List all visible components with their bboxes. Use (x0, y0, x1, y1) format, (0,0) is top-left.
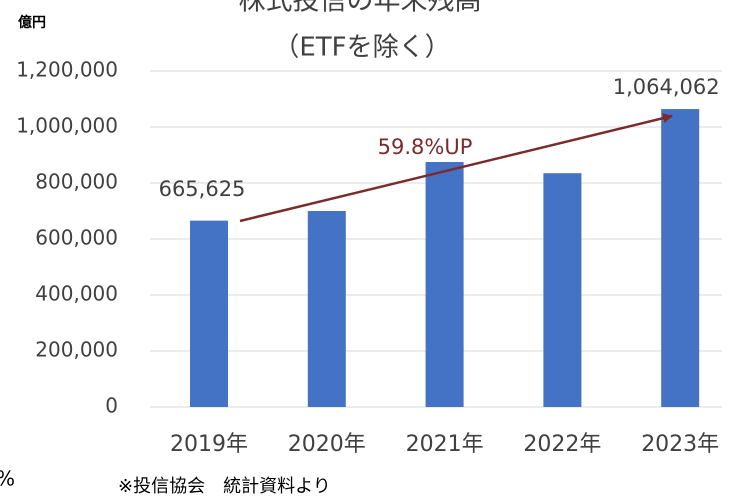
x-tick-label: 2023年 (641, 432, 719, 457)
y-tick-label: 200,000 (35, 338, 118, 362)
chart-title: 株式投信の年末残高 (239, 0, 482, 17)
x-tick-label: 2020年 (288, 432, 366, 457)
y-axis-label: 億円 (18, 14, 46, 31)
bar (661, 109, 700, 408)
y-tick-label: 400,000 (35, 282, 118, 306)
x-tick-label: 2019年 (170, 432, 248, 457)
annotation: 59.8%UP (378, 135, 473, 159)
bar (543, 173, 582, 407)
data-label: 1,064,062 (613, 75, 720, 99)
bar (307, 211, 346, 407)
x-tick-label: 2022年 (523, 432, 601, 457)
trend-arrow (239, 113, 673, 223)
chart-subtitle: （ETFを除く） (273, 33, 450, 63)
y-tick-label: 1,200,000 (16, 58, 118, 82)
bar (425, 162, 464, 407)
left-fragment: % (0, 467, 15, 491)
x-tick-label: 2021年 (406, 432, 484, 457)
y-tick-label: 1,000,000 (16, 114, 118, 138)
bar (190, 220, 228, 407)
y-tick-label: 0 (105, 394, 118, 418)
footnote: ※投信協会 統計資料より (118, 476, 331, 497)
y-tick-label: 600,000 (35, 226, 118, 250)
y-tick-label: 800,000 (35, 170, 118, 194)
data-label: 665,625 (159, 177, 246, 201)
